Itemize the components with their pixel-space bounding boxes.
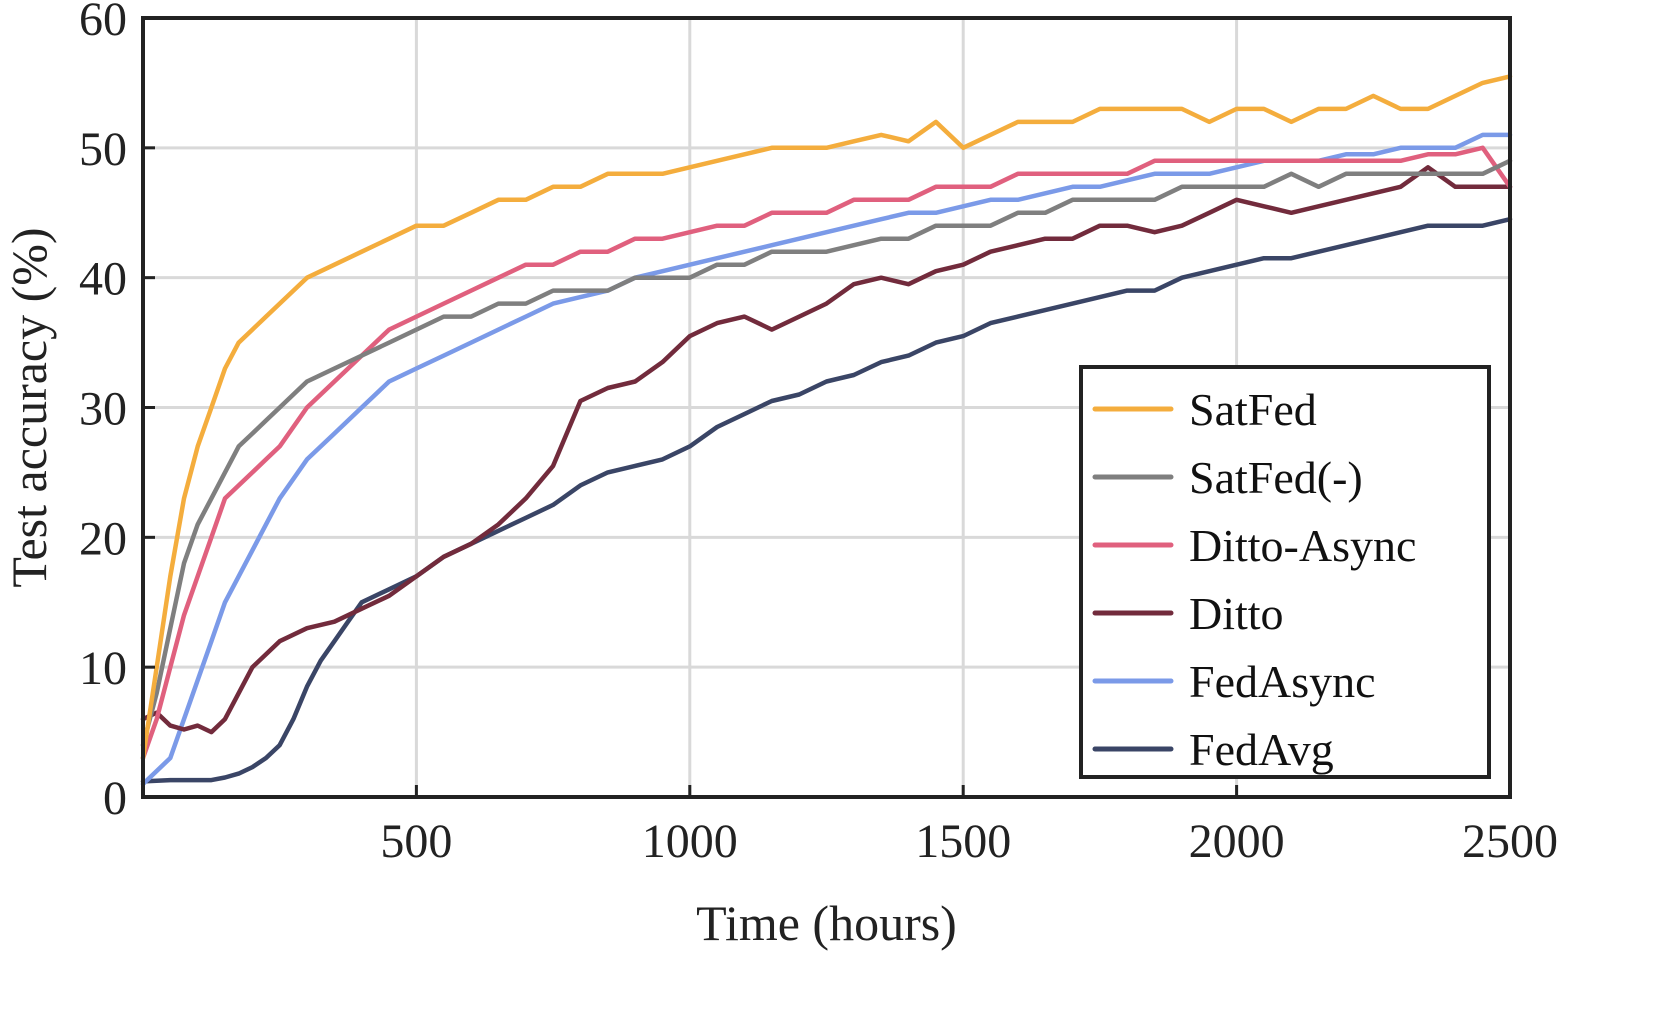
legend-item-satfed: SatFed — [1092, 384, 1317, 435]
y-tick-label: 40 — [79, 253, 127, 306]
x-tick-label: 1500 — [915, 815, 1011, 868]
y-tick-label: 0 — [103, 772, 127, 825]
x-tick-label: 2500 — [1462, 815, 1558, 868]
series-line-satfed — [140, 158, 1513, 748]
legend-label: FedAvg — [1189, 724, 1334, 775]
series-lines — [140, 74, 1513, 787]
legend-item-ditto-async: Ditto-Async — [1092, 520, 1416, 571]
y-axis-title: Test accuracy (%) — [1, 227, 57, 587]
x-tick-label: 500 — [380, 815, 452, 868]
legend-label: SatFed(-) — [1189, 452, 1363, 503]
legend-item-satfed: SatFed(-) — [1092, 452, 1363, 503]
axis-ticks: 500 1000 1500 2000 2500 0 10 20 30 40 50 60 — [79, 0, 1558, 868]
y-tick-label: 60 — [79, 0, 127, 46]
legend-label: SatFed — [1189, 384, 1317, 435]
x-tick-label: 1000 — [642, 815, 738, 868]
legend-item-fedasync: FedAsync — [1092, 656, 1376, 707]
series-line-fedavg — [140, 216, 1513, 784]
legend-item-fedavg: FedAvg — [1092, 724, 1334, 775]
x-axis-title: Time (hours) — [696, 895, 957, 951]
x-tick-label: 2000 — [1189, 815, 1285, 868]
series-line-ditto — [140, 165, 1513, 735]
legend-label: Ditto — [1189, 588, 1284, 639]
legend-box — [1079, 365, 1491, 779]
legend-label: FedAsync — [1189, 656, 1376, 707]
legend-item-ditto: Ditto — [1092, 588, 1284, 639]
y-tick-label: 20 — [79, 512, 127, 565]
y-tick-label: 10 — [79, 642, 127, 695]
y-tick-label: 50 — [79, 123, 127, 176]
series-line-ditto-async — [140, 145, 1513, 761]
y-tick-label: 30 — [79, 383, 127, 436]
series-line-satfed — [140, 74, 1513, 761]
legend-label: Ditto-Async — [1189, 520, 1416, 571]
legend: SatFed SatFed(-) Ditto-Async Ditto FedAsync F… — [1079, 365, 1491, 779]
